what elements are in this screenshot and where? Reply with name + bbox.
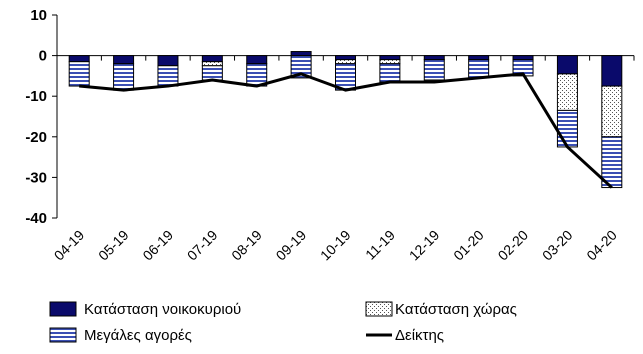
legend-label-large-purchases: Μεγάλες αγορές <box>84 327 192 344</box>
x-tick-label: 05-19 <box>95 227 132 264</box>
bar-household <box>335 55 356 61</box>
bar-country <box>601 85 623 138</box>
x-tick-label: 09-19 <box>273 227 310 264</box>
y-tick-label: 0 <box>39 48 47 65</box>
bar-large-purchases <box>423 59 445 81</box>
bar-large-purchases <box>468 59 490 79</box>
bar-large-purchases <box>113 63 135 91</box>
bar-household <box>157 55 179 67</box>
x-tick-label: 01-20 <box>450 227 487 264</box>
bar-household <box>423 55 445 61</box>
legend-label-country: Κατάσταση χώρας <box>395 301 517 318</box>
bar-large-purchases <box>556 109 578 148</box>
x-tick-label: 03-20 <box>539 227 576 264</box>
x-tick-label: 08-19 <box>228 227 265 264</box>
legend-swatch-household <box>49 301 77 317</box>
legend-swatch-large-purchases <box>49 327 77 343</box>
bar-household <box>468 55 490 61</box>
bar-household <box>556 55 578 75</box>
line-index <box>79 72 613 189</box>
y-tick-label: -30 <box>25 169 47 186</box>
bar-country <box>201 61 223 67</box>
x-tick-label: 06-19 <box>139 227 176 264</box>
x-tick-label: 10-19 <box>317 227 354 264</box>
y-tick-label: -20 <box>25 129 47 146</box>
axis-layer: 10 0 -10 -20 -30 -40 <box>25 7 635 227</box>
legend-item-country: Κατάσταση χώρας <box>365 301 517 318</box>
legend-item-index: Δείκτης <box>366 327 444 344</box>
bar-country <box>335 59 356 65</box>
x-tick-label: 04-19 <box>51 227 88 264</box>
line-layer <box>79 72 613 189</box>
x-tick-labels: 04-19 05-19 06-19 07-19 08-19 09-19 10-19 11-19… <box>51 227 620 264</box>
bar-large-purchases <box>157 65 179 87</box>
x-tick-label: 02-20 <box>495 227 532 264</box>
x-tick-label: 04-20 <box>583 227 620 264</box>
bar-large-purchases <box>68 61 90 87</box>
bars-layer <box>68 51 623 189</box>
legend-item-large-purchases: Μεγάλες αγορές <box>49 327 192 344</box>
legend: Κατάσταση νοικοκυριού Κατάσταση χώρας Με… <box>49 301 517 344</box>
bar-household <box>68 55 90 63</box>
bar-household <box>201 55 223 63</box>
bar-country <box>556 73 578 111</box>
bar-country <box>379 59 401 65</box>
bar-large-purchases <box>290 55 312 79</box>
bar-household <box>246 55 268 65</box>
y-tick-label: 10 <box>30 7 47 24</box>
bar-large-purchases <box>201 65 223 81</box>
bar-household <box>379 55 401 61</box>
bar-large-purchases <box>379 63 401 83</box>
bar-household <box>601 55 623 87</box>
legend-item-household: Κατάσταση νοικοκυριού <box>49 301 241 318</box>
bar-household <box>290 51 312 57</box>
legend-swatch-country <box>365 301 393 317</box>
legend-label-household: Κατάσταση νοικοκυριού <box>84 301 241 318</box>
bar-household <box>512 55 534 61</box>
bar-household <box>113 55 135 65</box>
y-tick-label: -10 <box>25 88 47 105</box>
legend-label-index: Δείκτης <box>395 327 444 344</box>
y-tick-label: -40 <box>25 210 47 227</box>
x-tick-label: 11-19 <box>362 227 398 263</box>
x-tick-label: 12-19 <box>406 227 443 264</box>
x-tick-label: 07-19 <box>184 227 221 264</box>
